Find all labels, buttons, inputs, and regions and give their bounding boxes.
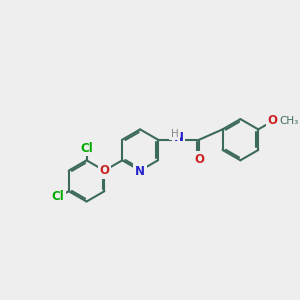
- Text: O: O: [99, 164, 110, 177]
- Text: O: O: [268, 115, 278, 128]
- Text: H: H: [171, 129, 178, 139]
- Text: O: O: [194, 153, 204, 166]
- Text: Cl: Cl: [51, 190, 64, 203]
- Text: Cl: Cl: [80, 142, 93, 154]
- Text: CH₃: CH₃: [280, 116, 299, 126]
- Text: N: N: [174, 131, 184, 144]
- Text: N: N: [135, 165, 145, 178]
